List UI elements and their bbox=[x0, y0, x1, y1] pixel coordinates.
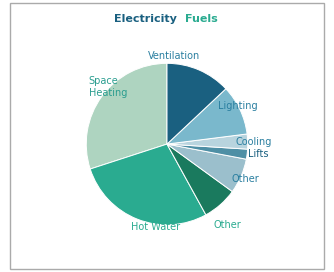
Text: Lifts: Lifts bbox=[248, 149, 269, 159]
Wedge shape bbox=[167, 144, 247, 159]
Wedge shape bbox=[167, 144, 232, 215]
Wedge shape bbox=[167, 144, 246, 191]
Wedge shape bbox=[90, 144, 206, 225]
Text: Hot Water: Hot Water bbox=[131, 222, 180, 232]
Text: Other: Other bbox=[213, 220, 241, 230]
Wedge shape bbox=[86, 63, 167, 169]
Text: Other: Other bbox=[231, 174, 259, 184]
Text: Ventilation: Ventilation bbox=[148, 51, 200, 61]
Wedge shape bbox=[167, 89, 247, 144]
Text: Lighting: Lighting bbox=[218, 101, 258, 111]
Text: Space
Heating: Space Heating bbox=[89, 76, 127, 98]
Wedge shape bbox=[167, 63, 226, 144]
Wedge shape bbox=[167, 134, 248, 149]
Text: Electricity: Electricity bbox=[114, 14, 177, 24]
Text: Cooling: Cooling bbox=[235, 137, 272, 147]
Text: Fuels: Fuels bbox=[185, 14, 218, 24]
